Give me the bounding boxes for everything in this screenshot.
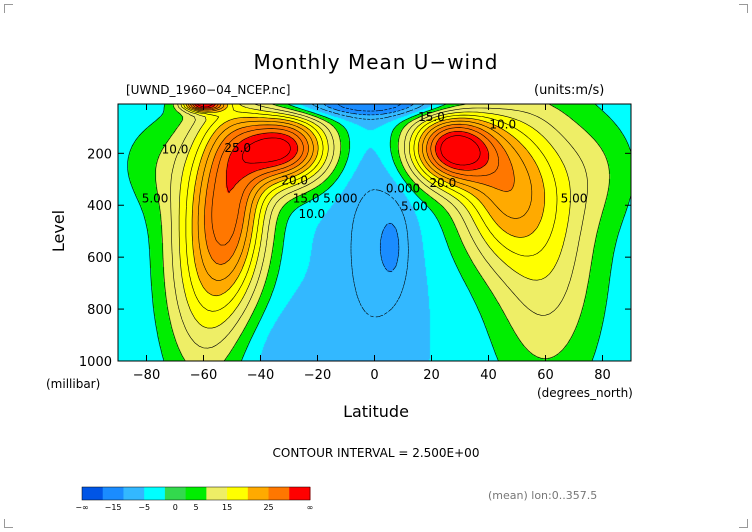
corner-mark-br	[739, 519, 748, 528]
corner-mark-bl	[4, 519, 13, 528]
contour-value-label: 5.000	[323, 192, 357, 206]
contour-value-label: 25.0	[224, 141, 251, 155]
contour-line	[311, 103, 425, 318]
y-tick-label: 200	[87, 147, 112, 162]
contour-line	[187, 103, 533, 281]
colorbar-frame	[81, 486, 311, 501]
x-tick-label: 40	[480, 368, 497, 383]
x-tick-label: 20	[423, 368, 440, 383]
colorbar-swatch	[185, 487, 207, 500]
colorbar-swatch	[247, 487, 270, 500]
colorbar-swatch	[82, 487, 104, 500]
contour-value-label: 5.00	[561, 192, 588, 206]
colorbar-label: ∞	[307, 503, 314, 512]
file-label: [UWND_1960−04_NCEP.nc]	[126, 83, 291, 97]
contour-value-label: 10.0	[162, 142, 189, 156]
x-tick-label: −60	[190, 368, 217, 383]
contour-line	[191, 103, 499, 246]
x-axis-unit: (degrees_north)	[537, 386, 633, 400]
corner-mark-tl	[4, 4, 13, 13]
colorbar-swatch	[144, 487, 166, 500]
x-tick-label: −20	[304, 368, 331, 383]
colorbar-label: 15	[222, 503, 232, 512]
contour-value-label: 15.0	[293, 192, 320, 206]
y-tick-label: 1000	[79, 355, 112, 370]
colorbar-swatch	[289, 487, 311, 500]
contour-value-label: 20.0	[430, 176, 457, 190]
colorbar-label: 0	[173, 503, 178, 512]
contour-value-label: 0.000	[386, 181, 420, 195]
colorbar-label: 5	[193, 503, 198, 512]
colorbar-swatch	[102, 487, 124, 500]
contour-interval: CONTOUR INTERVAL = 2.500E+00	[272, 446, 480, 460]
colorbar-swatch	[123, 487, 145, 500]
contour-value-label: 5.00	[401, 199, 428, 213]
x-tick-label: −80	[133, 368, 160, 383]
units-label: (units:m/s)	[534, 83, 605, 98]
contour-value-label: 20.0	[281, 173, 308, 187]
contour-line	[185, 103, 545, 297]
colorbar-swatch	[164, 487, 187, 500]
contour-value-label: 15.0	[418, 110, 445, 124]
contour-value-label: 10.0	[489, 118, 516, 132]
y-tick-label: 800	[87, 303, 112, 318]
x-tick-label: −40	[247, 368, 274, 383]
corner-mark-tr	[739, 4, 748, 13]
contour-line	[127, 103, 632, 362]
colorbar-swatch	[268, 487, 290, 500]
contour-line	[337, 103, 402, 112]
contour-line	[155, 103, 610, 362]
x-tick-label: 0	[370, 368, 378, 383]
colorbar-label: 25	[263, 503, 273, 512]
x-tick-label: 60	[537, 368, 554, 383]
contour-line	[183, 103, 558, 312]
colorbar-swatch	[227, 487, 249, 500]
y-axis-label: Level	[49, 209, 68, 253]
contour-value-label: 5.00	[142, 192, 169, 206]
chart-title: Monthly Mean U−wind	[253, 50, 499, 74]
x-axis-label: Latitude	[343, 402, 409, 421]
y-tick-label: 400	[87, 199, 112, 214]
contour-line	[196, 103, 481, 166]
x-tick-label: 80	[594, 368, 611, 383]
colorbar-label: −∞	[75, 503, 88, 512]
contour-line	[178, 103, 571, 329]
y-tick-label: 600	[87, 251, 112, 266]
footer-mean-label: (mean) lon:0..357.5	[488, 489, 598, 502]
colorbar-label: −15	[105, 503, 122, 512]
y-axis-unit: (millibar)	[46, 377, 101, 391]
filled-contours	[118, 104, 631, 361]
contour-value-label: 10.0	[298, 207, 325, 221]
contour-line	[323, 103, 414, 272]
colorbar-label: −5	[138, 503, 150, 512]
colorbar-swatch	[206, 487, 228, 500]
